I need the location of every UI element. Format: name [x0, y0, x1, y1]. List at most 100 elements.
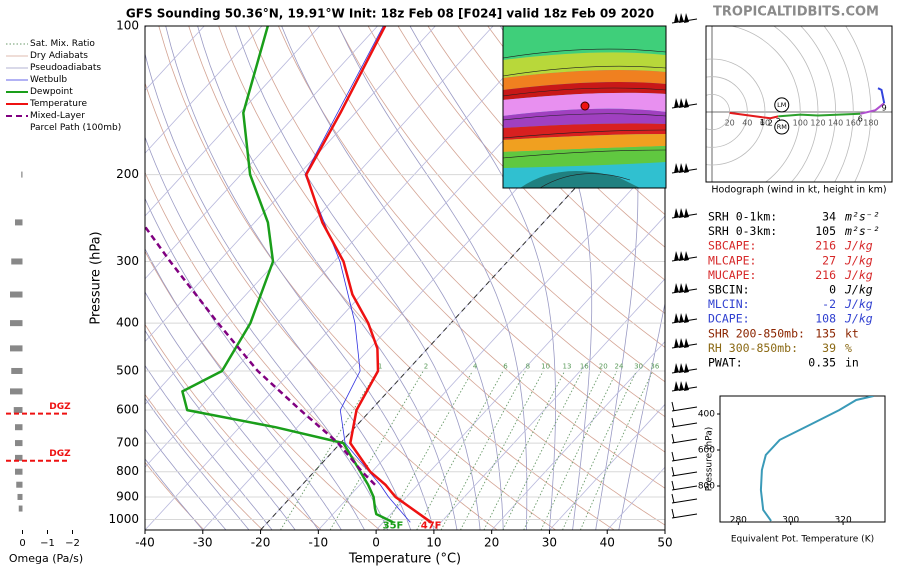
omega-bar: [11, 258, 23, 265]
hodo-ring: [706, 93, 731, 131]
barb-flag: [684, 208, 689, 218]
omega-bar: [10, 320, 23, 327]
wind-barb: [671, 508, 698, 519]
index-value: 135: [815, 326, 836, 340]
x-tick-label: 40: [600, 536, 615, 550]
hodo-ring: [730, 26, 801, 182]
y-tick-label: 200: [116, 167, 139, 181]
wind-barb: [671, 433, 698, 444]
index-unit: in: [845, 356, 859, 370]
pseudoadiabat: [338, 26, 528, 530]
storm-motion-label: LM: [777, 101, 786, 109]
index-value: 39: [822, 341, 836, 355]
height-label: 2: [768, 119, 773, 128]
barb-flag: [679, 338, 684, 348]
index-value: 0.35: [808, 356, 836, 370]
profile-line: [181, 26, 394, 524]
title: GFS Sounding 50.36°N, 19.91°W Init: 18z …: [126, 7, 654, 21]
legend-label: Pseudoadiabats: [30, 63, 102, 73]
mixing-ratio-label: 8: [526, 363, 530, 371]
legend-entry: Mixed-Layer Parcel Path (100mb): [4, 110, 121, 134]
barb-staff: [671, 485, 698, 491]
ring-label: 40: [742, 119, 752, 128]
x-tick-label: -10: [309, 536, 329, 550]
isotherm: [433, 278, 665, 530]
wind-barb: [671, 13, 698, 24]
legend-label: Wetbulb: [30, 75, 68, 85]
pseudoadiabat: [499, 26, 593, 530]
isotherm: [549, 403, 665, 530]
barb-feather: [671, 451, 675, 462]
wind-barb: [671, 381, 698, 392]
x-axis-label: Omega (Pa/s): [9, 552, 83, 565]
barb-flag: [679, 363, 684, 373]
barb-staff: [671, 438, 698, 444]
barb-feather: [671, 466, 675, 477]
wind-barb: [671, 251, 698, 262]
index-value: 105: [815, 224, 836, 238]
x-tick-label: 10: [426, 536, 441, 550]
pseudoadiabat: [145, 458, 204, 530]
isotherm: [318, 152, 665, 530]
mixing-ratio-label: 2: [424, 363, 428, 371]
x-tick-label: −2: [65, 538, 80, 549]
legend-swatch: [6, 67, 28, 69]
storm-motion: [774, 97, 790, 113]
index-value: -2: [822, 297, 836, 311]
ring-label: 100: [793, 119, 808, 128]
y-tick-label: 300: [116, 254, 139, 268]
index-unit: kt: [845, 326, 859, 340]
mixing-ratio-label: 4: [473, 363, 478, 371]
ring-label: 20: [725, 119, 735, 128]
y-tick-label: 700: [116, 436, 139, 450]
isotherm: [145, 26, 552, 468]
isotherm: [145, 26, 321, 217]
mixing-ratio-label: 36: [650, 363, 659, 371]
x-tick-label: 300: [782, 516, 799, 526]
pseudoadiabat: [235, 26, 481, 530]
hodo-frame: [705, 25, 893, 183]
hodograph: 20406010012014016018012369LMRMHodograph …: [705, 25, 893, 196]
mixing-ratio-line: [383, 370, 473, 530]
omega-bar: [15, 454, 23, 461]
height-label: 9: [882, 104, 887, 113]
barb-staff: [671, 456, 698, 462]
profile-line: [145, 225, 376, 486]
index-unit: J/kg: [844, 283, 873, 297]
wind-barb: [671, 98, 698, 109]
mixing-ratio-label: 6: [503, 363, 508, 371]
pseudoadiabat: [145, 397, 250, 530]
y-tick-label: 500: [116, 363, 139, 377]
barb-flag: [674, 363, 679, 373]
omega-bar: [15, 424, 23, 431]
y-tick-label: 800: [116, 464, 139, 478]
barb-staff: [671, 406, 698, 412]
wind-barb: [671, 163, 698, 174]
dry-adiabat: [145, 393, 263, 530]
barb-flag: [679, 98, 684, 108]
hodo-ring: [706, 76, 748, 148]
index-label: PWAT:: [708, 356, 743, 370]
barb-flag: [679, 313, 684, 323]
dry-adiabat: [397, 26, 665, 315]
omega-bar: [21, 171, 23, 178]
dry-adiabat: [145, 81, 498, 530]
x-tick-label: 30: [542, 536, 557, 550]
pseudoadiabat: [281, 26, 504, 530]
legend-label: Dewpoint: [30, 87, 73, 97]
index-label: RH 300-850mb:: [708, 341, 798, 355]
pseudoadiabat: [145, 52, 412, 530]
profile-line: [304, 26, 411, 523]
mixing-ratio-label: 1: [378, 363, 382, 371]
legend-label: Dry Adiabats: [30, 51, 88, 61]
x-tick-label: 0: [372, 536, 380, 550]
mixing-ratio-line: [502, 370, 583, 530]
index-value: 108: [815, 312, 836, 326]
index-unit: m²s⁻²: [844, 224, 880, 238]
mixing-ratio-line: [416, 370, 504, 530]
wind-barb: [671, 283, 698, 294]
pseudoadiabat: [145, 197, 365, 530]
y-tick-label: 100: [116, 19, 139, 33]
index-value: 34: [822, 210, 836, 224]
